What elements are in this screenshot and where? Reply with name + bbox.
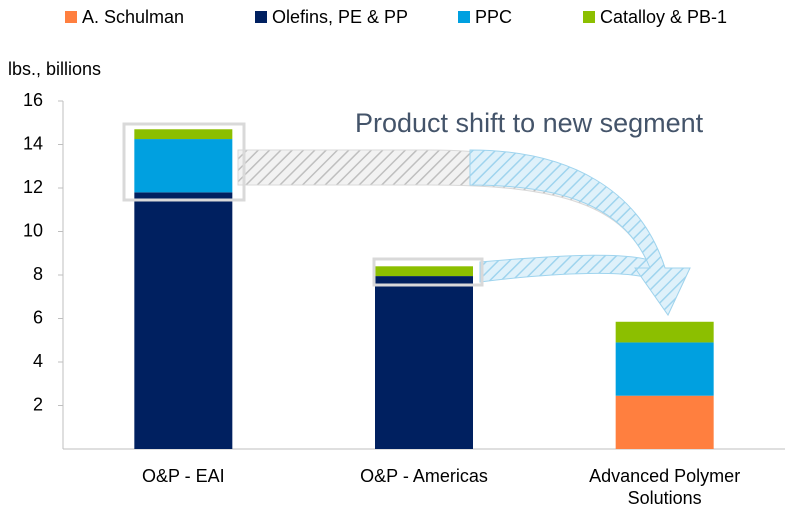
highlight-boxes [122,122,484,287]
y-tick-label: 8 [33,264,43,284]
y-axis-label: lbs., billions [8,59,101,79]
legend-swatch [65,11,77,23]
legend-swatch [255,11,267,23]
y-tick-label: 6 [33,307,43,327]
shift-arrows [237,149,691,316]
x-tick-label: O&P - Americas [360,466,488,486]
bar-segment [615,342,714,396]
bar-segment [615,395,714,449]
y-tick-label: 12 [23,177,43,197]
x-tick-label: Advanced Polymer Solutions [589,466,741,508]
legend-label: PPC [475,7,512,27]
y-tick-label: 16 [23,90,43,110]
legend-label: A. Schulman [82,7,184,27]
legend-label: Olefins, PE & PP [272,7,408,27]
y-tick-label: 2 [33,394,43,414]
y-tick-label: 10 [23,220,43,240]
bar-segment [134,139,233,193]
bar-segment [375,276,473,449]
bar-segment [134,192,233,449]
y-tick-label: 14 [23,133,43,153]
bar-segment [375,266,473,277]
bar-segment [615,321,714,343]
y-tick-label: 4 [33,351,43,371]
legend-swatch [583,11,595,23]
annotation: Product shift to new segment [355,108,704,138]
bar-segment [134,129,233,140]
x-tick-label: O&P - EAI [141,466,225,486]
legend-label: Catalloy & PB-1 [600,7,727,27]
legend-swatch [458,11,470,23]
